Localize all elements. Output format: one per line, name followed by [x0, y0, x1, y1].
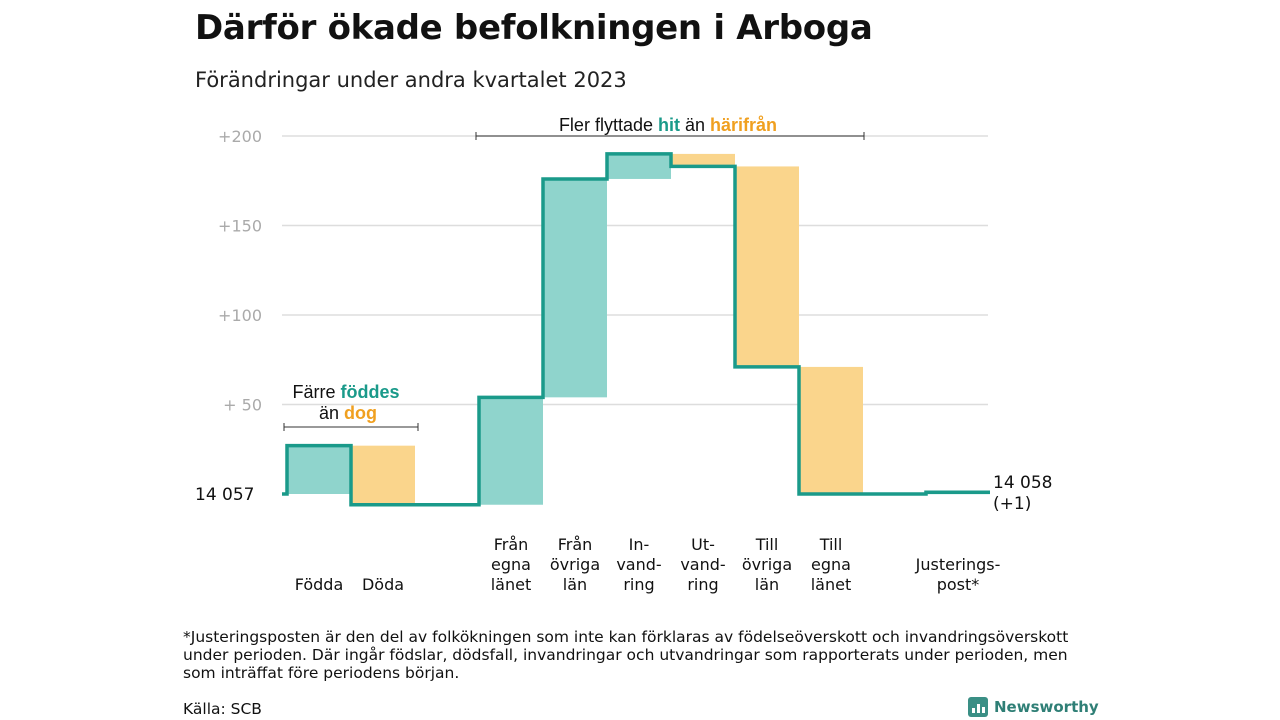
- category-label: In-: [629, 535, 650, 554]
- annotation-span: än: [680, 115, 710, 135]
- waterfall-bar: [671, 153, 735, 167]
- category-label: ring: [687, 575, 718, 594]
- category-label: Döda: [362, 575, 404, 594]
- end-value-label: 14 058: [993, 473, 1052, 493]
- category-label: Från: [494, 535, 529, 554]
- category-label: län: [755, 575, 779, 594]
- waterfall-bar: [543, 178, 607, 398]
- annotation-text: än dog: [319, 403, 377, 423]
- waterfall-bar: [351, 445, 415, 505]
- annotation-span: än: [319, 403, 344, 423]
- category-label: egna: [811, 555, 851, 574]
- annotation-span: dog: [344, 403, 377, 423]
- category-label: Till: [755, 535, 779, 554]
- category-label: Födda: [295, 575, 344, 594]
- waterfall-bar: [607, 153, 671, 179]
- brand-name: Newsworthy: [994, 698, 1099, 716]
- source-label: Källa: SCB: [183, 700, 262, 718]
- y-tick-label: + 50: [223, 396, 262, 415]
- category-label: Från: [558, 535, 593, 554]
- annotation-span: föddes: [341, 382, 400, 402]
- annotation-text: Färre föddes: [292, 382, 399, 402]
- brand-logo: Newsworthy: [968, 697, 1099, 717]
- category-label: egna: [491, 555, 531, 574]
- waterfall-bar: [735, 166, 799, 367]
- waterfall-bar: [287, 445, 351, 494]
- annotation-text: Fler flyttade hit än härifrån: [559, 115, 777, 135]
- footnote: *Justeringsposten är den del av folkökni…: [183, 628, 1069, 682]
- category-label: Till: [819, 535, 843, 554]
- annotation-span: hit: [658, 115, 680, 135]
- annotation-span: härifrån: [710, 115, 777, 135]
- category-label: Justerings-: [915, 555, 1001, 574]
- y-tick-label: +200: [218, 127, 262, 146]
- category-label: post*: [937, 575, 980, 594]
- category-label: länet: [811, 575, 852, 594]
- category-label: övriga: [742, 555, 792, 574]
- chart-title: Därför ökade befolkningen i Arboga: [195, 8, 873, 48]
- waterfall-bar: [799, 366, 863, 494]
- annotation-span: Fler flyttade: [559, 115, 658, 135]
- y-tick-label: +150: [218, 217, 262, 236]
- y-tick-label: +100: [218, 306, 262, 325]
- end-value-label: (+1): [993, 494, 1031, 514]
- waterfall-chart: +200 +150 +100 + 50 14 057 14 058(+1) Födda Död…: [195, 115, 1052, 594]
- category-label: ring: [623, 575, 654, 594]
- chart-subtitle: Förändringar under andra kvartalet 2023: [195, 68, 627, 92]
- category-label: vand-: [616, 555, 661, 574]
- brand-logo-icon: [968, 697, 988, 717]
- category-label: övriga: [550, 555, 600, 574]
- category-label: länet: [491, 575, 532, 594]
- category-label: län: [563, 575, 587, 594]
- waterfall-bar: [479, 397, 543, 505]
- cumulative-step-line: [282, 152, 990, 507]
- annotation-span: Färre: [292, 382, 340, 402]
- category-label: vand-: [680, 555, 725, 574]
- start-value-label: 14 057: [195, 485, 254, 505]
- category-label: Ut-: [691, 535, 715, 554]
